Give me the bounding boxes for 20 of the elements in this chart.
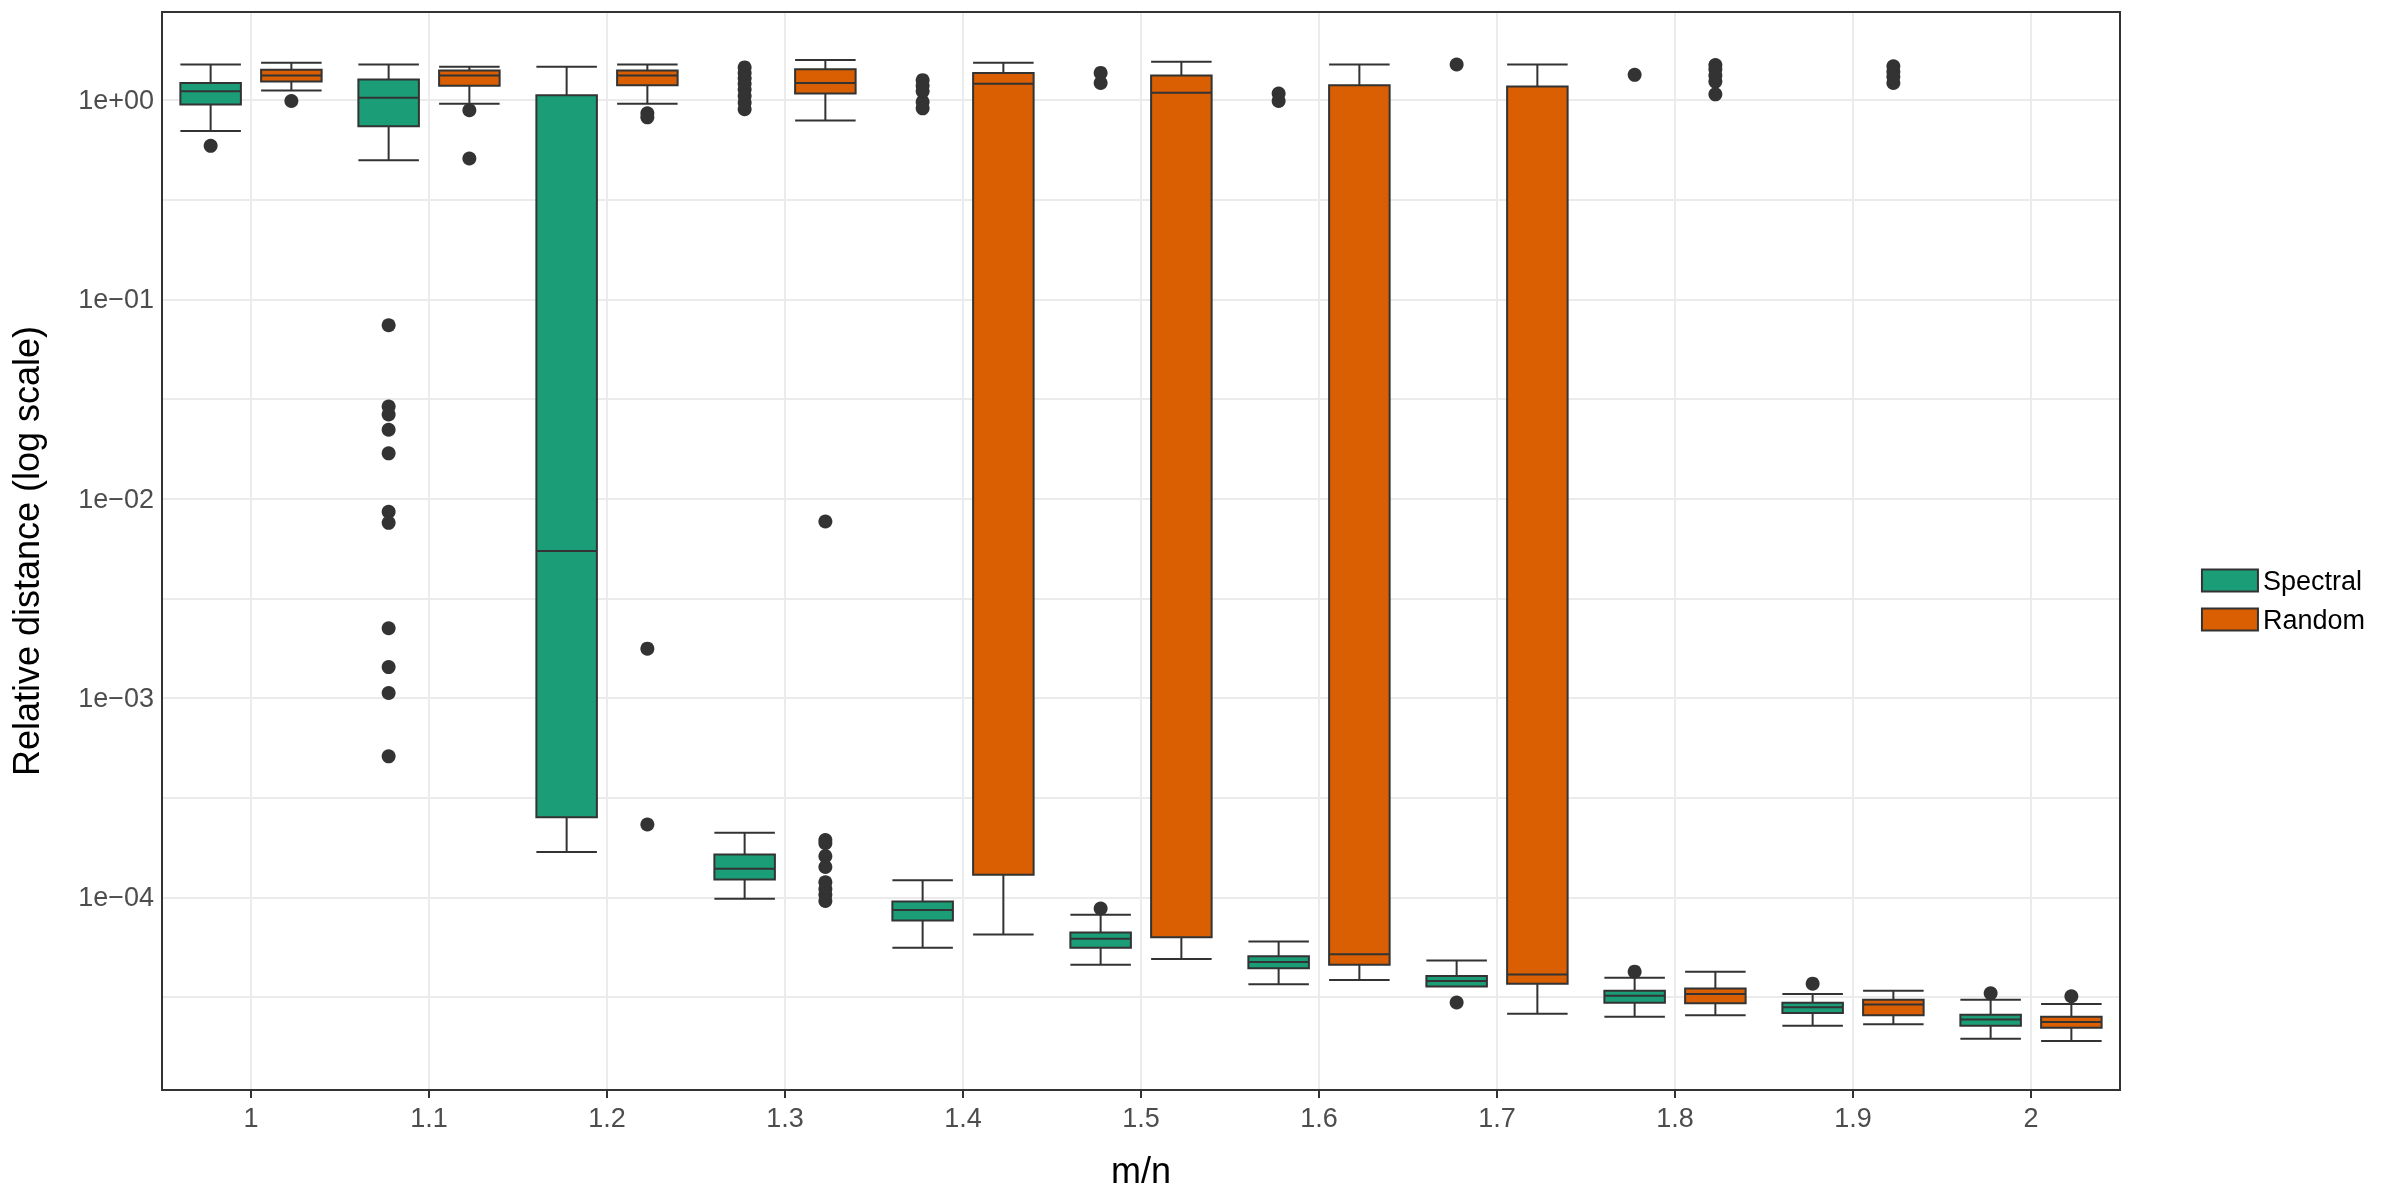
x-axis-title: m/n xyxy=(1110,1149,1172,1191)
x-tick-label: 1.3 xyxy=(766,1102,804,1133)
x-tick-label: 1.9 xyxy=(1834,1102,1872,1133)
x-tick-label: 1 xyxy=(243,1102,259,1133)
x-tick-label: 1.5 xyxy=(1122,1102,1160,1133)
y-axis-title: Relative distance (log scale) xyxy=(5,325,47,777)
legend-label: Spectral xyxy=(2262,565,2363,596)
legend-label: Random xyxy=(2262,604,2366,635)
x-tick-label: 1.6 xyxy=(1300,1102,1338,1133)
x-tick-label: 1.1 xyxy=(410,1102,448,1133)
x-tick-label: 1.8 xyxy=(1656,1102,1694,1133)
y-tick-label: 1e−04 xyxy=(78,882,154,913)
x-tick-label: 1.2 xyxy=(588,1102,626,1133)
y-tick-label: 1e−02 xyxy=(78,483,154,514)
y-tick-label: 1e+00 xyxy=(78,85,154,116)
y-tick-label: 1e−01 xyxy=(78,284,154,315)
y-tick-label: 1e−03 xyxy=(78,683,154,714)
x-tick-label: 2 xyxy=(2023,1102,2039,1133)
x-tick-label: 1.4 xyxy=(944,1102,982,1133)
x-tick-label: 1.7 xyxy=(1478,1102,1516,1133)
